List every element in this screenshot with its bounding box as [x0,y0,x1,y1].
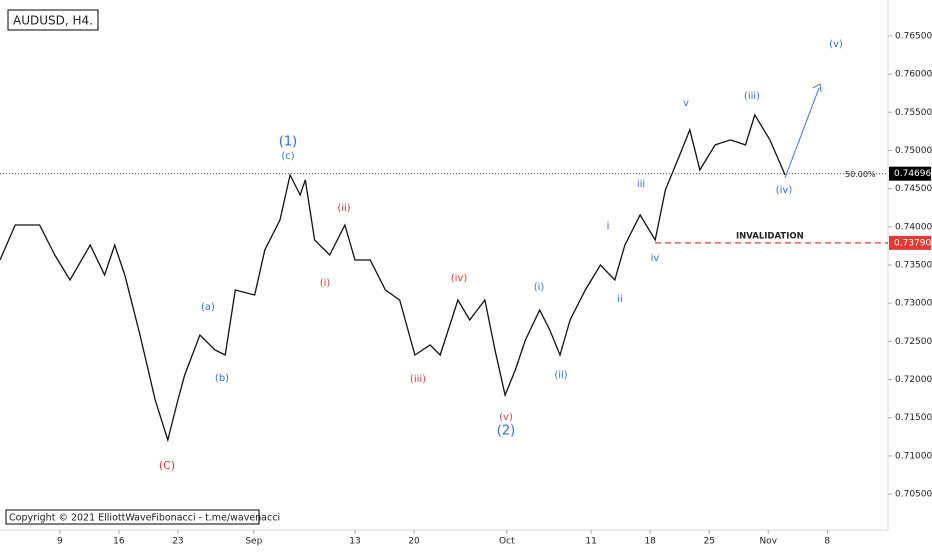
wave-label: (ii) [554,370,567,381]
y-tick-label: 0.70500 [895,490,932,500]
y-tick-label: 0.73000 [895,299,932,309]
projection-arrow [784,87,820,179]
x-tick-label: 11 [585,537,596,547]
y-tick-label: 0.71000 [895,451,932,461]
y-tick-label: 0.75000 [895,146,932,156]
x-tick-label: Sep [245,537,262,547]
wave-label: (b) [215,373,229,384]
wave-label: (v) [499,412,513,423]
price-line [0,113,786,443]
x-tick-label: 9 [57,537,63,547]
wave-label: (v) [829,39,843,50]
x-tick-label: 16 [113,537,125,547]
y-tick-label: 0.71500 [895,413,932,423]
x-tick-label: 13 [349,537,360,547]
x-tick-label: 25 [703,537,714,547]
wave-label: (iii) [410,374,426,385]
y-tick-label: 0.75500 [895,108,932,118]
wave-label: (i) [534,282,545,293]
y-tick-label: 0.74500 [895,184,932,194]
wave-label: v [683,98,689,109]
y-tick-label: 0.76000 [895,70,932,80]
chart-title: AUDUSD, H4. [13,14,93,28]
wave-label: (i) [320,278,331,289]
y-tick-label: 0.73500 [895,261,932,271]
current-price-label: 0.74696 [894,169,931,179]
wave-label: (iv) [776,185,793,196]
wave-label: iii [637,179,645,190]
copyright: Copyright © 2021 ElliottWaveFibonacci - … [9,513,280,524]
x-tick-label: 8 [824,537,830,547]
wave-label: (iii) [744,91,760,102]
title-box [7,9,99,31]
x-tick-label: 18 [644,537,656,547]
wave-label: (2) [497,424,515,439]
copyright-box [5,509,260,525]
fib-label: 50.00% [845,170,876,179]
wave-label: iv [651,253,660,264]
arrow-head [812,83,822,93]
wave-label: i [607,221,610,232]
wave-label: (c) [281,151,294,162]
wave-label: (iv) [451,273,468,284]
x-tick-label: 20 [408,537,420,547]
y-tick-label: 0.74000 [895,222,932,232]
x-tick-label: Nov [759,537,777,547]
invalidation-box [889,235,931,250]
x-tick-label: Oct [499,537,515,547]
y-tick-label: 0.72500 [895,337,932,347]
wave-label: (ii) [337,203,350,214]
invalidation-label: INVALIDATION [736,231,804,241]
y-tick-label: 0.72000 [895,375,932,385]
wave-label: (1) [279,135,297,150]
x-tick-label: 23 [172,537,183,547]
wave-label: (a) [201,302,215,313]
invalidation-price-label: 0.73790 [894,238,931,248]
wave-label: (C) [159,459,175,472]
wave-label: ii [617,294,623,305]
y-tick-label: 0.76500 [895,31,932,41]
current-price-box [889,166,931,181]
